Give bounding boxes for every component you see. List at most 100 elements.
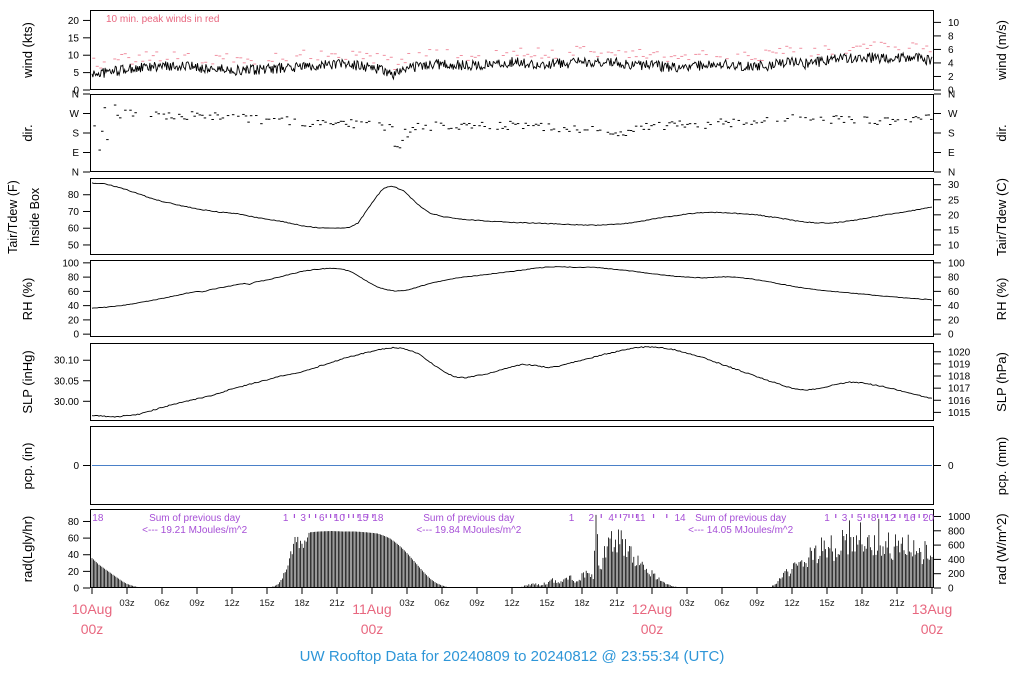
svg-text:Sum of previous day: Sum of previous day — [423, 513, 514, 524]
series-peak-wind-10min — [92, 41, 932, 70]
x-tick-label: 12z — [224, 598, 240, 609]
y-tick-label: 200 — [948, 569, 965, 580]
axis-ticks-rh: 0 20 40 60 80 100 0 20 40 60 80 100 — [62, 258, 965, 340]
y-tick-label: 1018 — [948, 372, 971, 383]
x-major-date-label: 12Aug — [632, 601, 672, 617]
svg-text:20: 20 — [923, 513, 935, 524]
y-tick-label: 70 — [68, 207, 80, 218]
panel-frame — [90, 10, 934, 90]
svg-text:12: 12 — [884, 513, 896, 524]
x-tick-label: 06z — [154, 598, 170, 609]
series-sea-level-pressure — [91, 346, 933, 418]
svg-text:<--- 19.21 MJoules/m^2: <--- 19.21 MJoules/m^2 — [142, 525, 247, 536]
svg-text:11: 11 — [635, 513, 646, 524]
x-tick-label: 09z — [469, 598, 485, 609]
x-tick-label: 15z — [819, 598, 835, 609]
svg-text:16: 16 — [904, 513, 916, 524]
x-major-hour-label: 00z — [641, 621, 664, 637]
x-tick-label: 12z — [784, 598, 800, 609]
svg-text:<--- 14.05 MJoules/m^2: <--- 14.05 MJoules/m^2 — [688, 525, 793, 536]
page-title: UW Rooftop Data for 20240809 to 20240812… — [299, 648, 725, 665]
svg-text:14: 14 — [674, 513, 686, 524]
y-tick-label: 1019 — [948, 359, 971, 370]
x-tick-label: 09z — [189, 598, 205, 609]
panel-frame — [90, 343, 934, 421]
series-solar-radiation — [91, 514, 933, 588]
y-tick-label: 600 — [948, 541, 965, 552]
panel-frame — [90, 178, 934, 255]
y-axis-label-right-rad: rad (W/m^2) — [994, 512, 1009, 585]
y-tick-label: 80 — [948, 273, 960, 284]
series-relative-humidity — [91, 266, 933, 309]
x-tick-label: 12z — [504, 598, 520, 609]
y-tick-label: 60 — [948, 287, 960, 298]
x-tick-label: 21z — [889, 598, 905, 609]
y-tick-label: 60 — [68, 534, 80, 545]
y-tick-label: 60 — [68, 224, 80, 235]
panel-frame — [90, 509, 934, 588]
y-tick-label: 80 — [68, 273, 80, 284]
x-major-hour-label: 00z — [81, 621, 104, 637]
y-tick-label: 0 — [948, 461, 954, 472]
y-tick-label: 6 — [948, 45, 954, 56]
y-tick-label: 0 — [948, 86, 954, 97]
y-tick-label: E — [948, 148, 955, 159]
svg-text:3: 3 — [842, 513, 848, 524]
svg-text:6: 6 — [319, 513, 325, 524]
x-tick-label: 06z — [714, 598, 730, 609]
series-air-temperature — [91, 182, 933, 229]
y-tick-label: 15 — [948, 225, 960, 236]
panel-tair: 50 60 70 80 10 15 20 25 30 — [68, 178, 960, 255]
y-tick-label: 40 — [68, 301, 80, 312]
y-tick-label: 2 — [948, 72, 954, 83]
y-tick-label: 20 — [948, 210, 960, 221]
x-major-date-label: 10Aug — [72, 601, 112, 617]
y-tick-label: 50 — [68, 240, 80, 251]
y-tick-label: 10 — [68, 51, 80, 62]
x-major-date-label: 13Aug — [912, 601, 952, 617]
svg-text:<--- 19.84 MJoules/m^2: <--- 19.84 MJoules/m^2 — [416, 525, 521, 536]
y-tick-label: 20 — [68, 567, 80, 578]
y-tick-label: 0 — [73, 584, 79, 595]
y-tick-label: 30.05 — [54, 376, 79, 387]
svg-text:18: 18 — [372, 513, 384, 524]
svg-text:10: 10 — [334, 513, 346, 524]
annotation-numrow: 18 — [92, 513, 104, 524]
svg-text:1: 1 — [283, 513, 289, 524]
y-tick-label: 1020 — [948, 347, 971, 358]
series-wind-speed — [91, 51, 933, 81]
y-tick-label: 0 — [73, 86, 79, 97]
y-tick-label: 100 — [948, 258, 965, 269]
axis-ticks-wind: 0 5 10 15 20 0 2 4 6 8 10 — [68, 16, 960, 97]
annotation-numrow: 1 2 4 7 11 14 — [569, 513, 686, 524]
y-tick-label: 20 — [68, 315, 80, 326]
svg-text:2: 2 — [589, 513, 595, 524]
y-tick-label: 10 — [948, 18, 960, 29]
x-tick-label: 03z — [679, 598, 695, 609]
x-tick-label: 06z — [434, 598, 450, 609]
panel-rh: 0 20 40 60 80 100 0 20 40 60 80 100 — [62, 258, 965, 340]
y-tick-label: 15 — [68, 33, 80, 44]
y-tick-label: 1017 — [948, 384, 971, 395]
y-tick-label: N — [948, 168, 955, 179]
annotation-sumblock: Sum of previous day<--- 19.84 MJoules/m^… — [416, 513, 521, 536]
annotation-numrow: 1 3 5 8 12 16 20 — [824, 513, 934, 524]
y-tick-label: 0 — [948, 330, 954, 341]
y-tick-label: 30.00 — [54, 397, 79, 408]
y-tick-label: 5 — [73, 68, 79, 79]
svg-text:18: 18 — [92, 513, 104, 524]
y-tick-label: 40 — [68, 550, 80, 561]
svg-text:3: 3 — [300, 513, 306, 524]
annotation-text: 10 min. peak winds in red — [106, 14, 219, 25]
svg-text:7: 7 — [622, 513, 628, 524]
svg-text:15: 15 — [357, 513, 369, 524]
y-tick-label: N — [72, 168, 79, 179]
y-tick-label: 40 — [948, 301, 960, 312]
y-tick-label: S — [948, 129, 955, 140]
x-major-date-label: 11Aug — [352, 601, 391, 617]
